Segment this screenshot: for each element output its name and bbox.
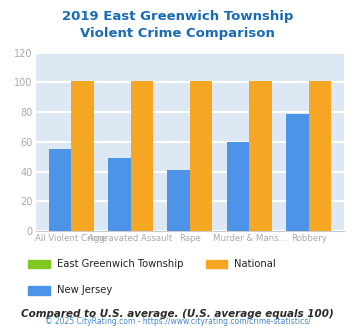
- Bar: [309, 81, 331, 231]
- Text: East Greenwich Township: East Greenwich Township: [57, 259, 183, 269]
- Text: 2019 East Greenwich Township
Violent Crime Comparison: 2019 East Greenwich Township Violent Cri…: [62, 10, 293, 40]
- Bar: [71, 81, 94, 231]
- Text: National: National: [234, 259, 276, 269]
- Bar: [249, 81, 272, 231]
- Bar: [131, 81, 153, 231]
- Bar: [286, 114, 309, 231]
- Text: New Jersey: New Jersey: [57, 285, 112, 295]
- Text: © 2025 CityRating.com - https://www.cityrating.com/crime-statistics/: © 2025 CityRating.com - https://www.city…: [45, 317, 310, 326]
- Bar: [227, 142, 249, 231]
- Bar: [108, 158, 131, 231]
- Bar: [49, 149, 71, 231]
- Text: Compared to U.S. average. (U.S. average equals 100): Compared to U.S. average. (U.S. average …: [21, 309, 334, 318]
- Bar: [167, 170, 190, 231]
- Bar: [190, 81, 213, 231]
